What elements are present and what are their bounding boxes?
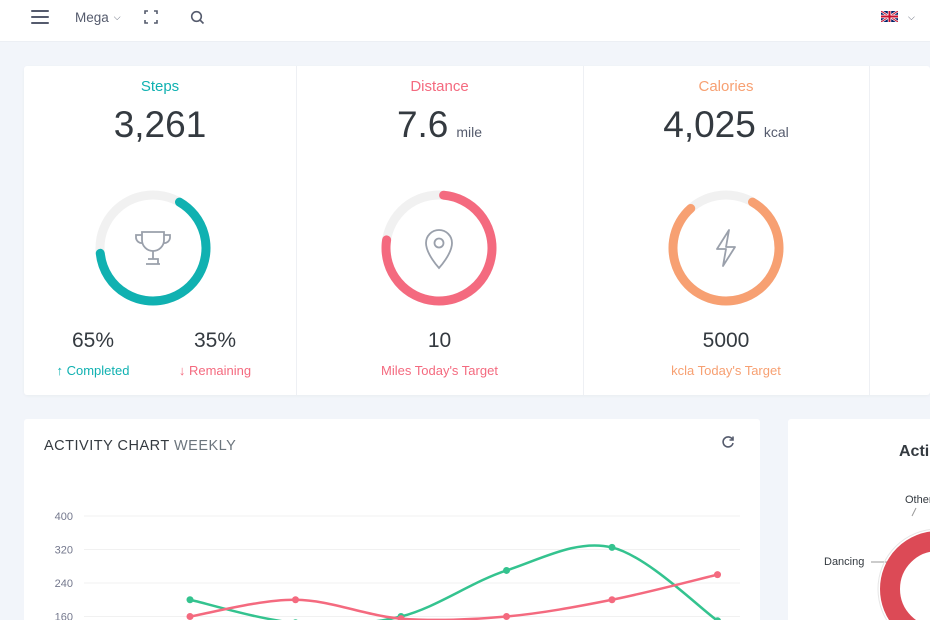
distance-target-label: Miles Today's Target [381,363,498,378]
trophy-icon [135,231,171,265]
steps-stat: Steps 3,261 65% 35% ↑ Completed ↓ Remain… [24,66,296,395]
data-point[interactable] [608,596,616,604]
activity-breakdown-title: Acti [899,443,930,460]
y-tick-label: 160 [55,612,73,620]
calories-stat: Calories 4,025 kcal 5000 kcla Today's Tar… [583,66,869,395]
stat-divider [583,66,584,395]
data-point[interactable] [397,615,405,620]
steps-remaining-pct: 35% [193,329,237,352]
steps-value: 3,261 [113,104,207,145]
distance-stat: Distance 7.6 mile 10 Miles Today's Target [296,66,583,395]
stat-divider [296,66,297,395]
mega-menu-button[interactable]: Mega ⌵ [75,0,121,34]
donut-segment-dancing [880,531,930,620]
activity-chart-title-main: ACTIVITY CHART [44,438,170,454]
chevron-down-icon: ⌵ [113,11,121,22]
calories-value-row: 4,025 kcal [583,104,869,146]
data-point[interactable] [186,613,194,620]
stats-card: Steps 3,261 65% 35% ↑ Completed ↓ Remain… [24,66,930,395]
calories-value: 4,025 [663,104,756,145]
data-point[interactable] [186,596,194,604]
pie-label-dancing: Dancing [824,556,865,568]
y-tick-label: 240 [55,578,73,590]
pie-label-other: Other [905,494,930,506]
steps-title: Steps [140,78,180,95]
activity-line-chart: 400 320 240 160 [55,511,740,620]
steps-remaining-label: ↓ Remaining [178,363,252,378]
uk-flag-icon[interactable] [881,11,898,22]
data-point[interactable] [292,596,299,604]
data-point[interactable] [503,613,510,620]
activity-breakdown-card: Acti Other Dancing [788,419,930,620]
distance-unit: mile [456,124,483,140]
y-tick-label: 320 [55,545,73,557]
distance-value-row: 7.6 mile [296,104,583,146]
series-line [189,573,718,620]
data-point[interactable] [714,571,721,579]
hamburger-icon[interactable] [31,0,51,34]
calories-title: Calories [698,78,754,95]
map-pin-icon [425,229,453,270]
data-point[interactable] [503,566,510,574]
steps-completed-label: ↑ Completed [56,363,130,378]
calories-target-value: 5000 [702,329,750,352]
mega-menu-label: Mega [75,9,109,25]
activity-chart-title-sub: WEEKLY [173,438,237,454]
activity-chart-title: ACTIVITY CHART WEEKLY [44,438,236,454]
activity-chart-card: ACTIVITY CHART WEEKLY 400 320 240 160 [24,419,760,620]
lightning-icon [716,229,736,267]
language-chevron-icon[interactable]: ⌵ [908,11,915,22]
pie-leader-line [911,507,917,517]
top-bar: Mega ⌵ ⌵ [0,0,930,42]
distance-title: Distance [410,78,469,95]
distance-value: 7.6 [396,104,449,145]
donut-outline [877,529,930,620]
refresh-icon[interactable] [721,435,735,452]
steps-completed-pct: 65% [71,329,115,352]
calories-target-label: kcla Today's Target [671,363,781,378]
data-point[interactable] [714,617,721,620]
calories-unit: kcal [763,124,789,140]
fullscreen-icon[interactable] [144,0,158,34]
calories-progress-ring [668,190,784,306]
distance-progress-ring [381,190,497,306]
steps-progress-ring [95,190,211,306]
search-icon[interactable] [190,0,206,34]
distance-target-value: 10 [427,329,452,352]
data-point[interactable] [608,543,616,551]
activity-donut-chart [871,507,930,620]
stat-divider [869,66,870,395]
series-line [189,544,719,620]
y-tick-label: 400 [55,511,73,523]
